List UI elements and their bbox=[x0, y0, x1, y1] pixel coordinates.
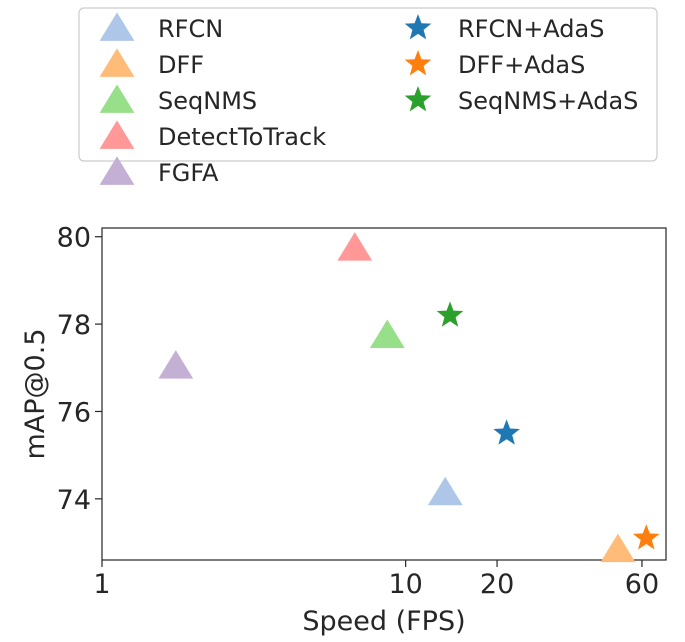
point-dff bbox=[600, 533, 636, 563]
x-tick-label: 60 bbox=[625, 569, 659, 600]
legend-marker-detecttotrack bbox=[99, 120, 135, 149]
y-axis-label: mAP@0.5 bbox=[20, 329, 51, 460]
point-rfcn-adas bbox=[493, 419, 520, 445]
point-fgfa bbox=[158, 350, 194, 379]
legend-box bbox=[78, 7, 658, 162]
plot-area bbox=[101, 227, 667, 561]
point-dff-adas bbox=[632, 524, 660, 550]
y-tick-label: 78 bbox=[57, 310, 91, 341]
x-tick-label: 10 bbox=[388, 569, 422, 600]
legend-marker-seqnms bbox=[99, 84, 135, 113]
data-points bbox=[158, 232, 660, 563]
legend-marker-seqnms-adas bbox=[404, 86, 432, 112]
axis-ticks: 74 76 78 80 1 10 20 60 bbox=[57, 223, 659, 600]
point-seqnms bbox=[369, 319, 405, 349]
legend-label-dff-adas: DFF+AdaS bbox=[458, 51, 585, 79]
y-tick-label: 80 bbox=[57, 223, 91, 254]
point-seqnms-adas bbox=[436, 301, 464, 327]
legend-marker-dff bbox=[99, 48, 135, 77]
legend-label-fgfa: FGFA bbox=[158, 159, 219, 187]
x-tick-label: 20 bbox=[480, 569, 514, 600]
x-tick-label: 1 bbox=[93, 569, 110, 600]
legend-label-detecttotrack: DetectToTrack bbox=[158, 123, 326, 151]
legend-label-dff: DFF bbox=[158, 51, 204, 79]
legend: RFCN DFF SeqNMS DetectToTrack FGFA RFCN+AdaS D… bbox=[99, 12, 638, 187]
legend-marker-fgfa bbox=[99, 156, 135, 185]
legend-marker-dff-adas bbox=[404, 50, 432, 76]
legend-marker-rfcn-adas bbox=[404, 14, 432, 40]
legend-marker-rfcn bbox=[99, 12, 135, 41]
legend-label-seqnms: SeqNMS bbox=[158, 87, 257, 115]
y-tick-label: 76 bbox=[57, 397, 91, 428]
point-detecttotrack bbox=[337, 232, 373, 261]
legend-label-rfcn-adas: RFCN+AdaS bbox=[458, 15, 604, 43]
y-tick-label: 74 bbox=[57, 485, 91, 516]
legend-label-seqnms-adas: SeqNMS+AdaS bbox=[458, 87, 638, 115]
legend-label-rfcn: RFCN bbox=[158, 15, 223, 43]
point-rfcn bbox=[427, 476, 463, 506]
x-axis-label: Speed (FPS) bbox=[302, 606, 465, 637]
